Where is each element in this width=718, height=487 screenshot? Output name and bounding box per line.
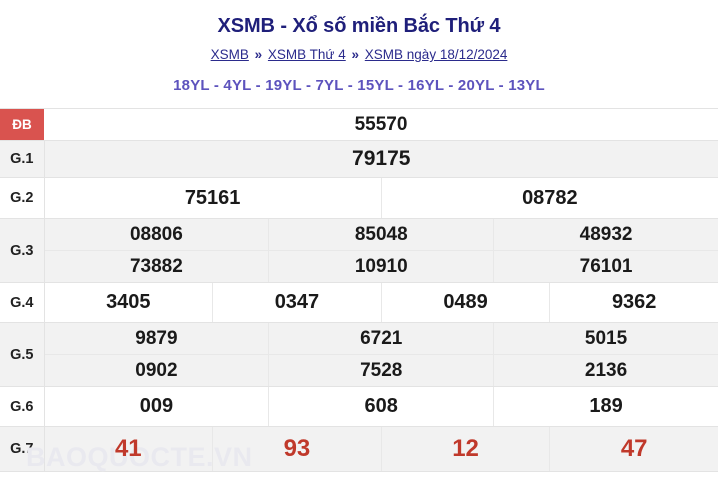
- prize-label-g2: G.2: [0, 177, 45, 219]
- prize-number: 9362: [611, 291, 657, 313]
- prize-values-g5: 9879 6721 5015 0902 7528 2136: [44, 323, 718, 387]
- prize-number: 55570: [354, 114, 408, 135]
- prize-value-line: 009 608 189: [45, 387, 718, 426]
- prize-label-g4: G.4: [0, 282, 45, 323]
- prize-number: 0902: [45, 355, 270, 386]
- prize-number: 189: [589, 395, 623, 417]
- prize-number: 08806: [45, 219, 270, 250]
- prize-number: 6721: [269, 323, 495, 354]
- page-title: XSMB - Xổ số miền Bắc Thứ 4: [217, 15, 501, 37]
- prize-number: 75161: [45, 178, 382, 218]
- breadcrumb-separator-2: »: [351, 47, 360, 62]
- prize-value-line: 9879 6721 5015: [45, 323, 718, 354]
- breadcrumb: XSMB » XSMB Thứ 4 » XSMB ngày 18/12/2024: [0, 46, 718, 64]
- prize-number: 76101: [579, 256, 633, 277]
- prize-number: 9879: [45, 323, 270, 354]
- prize-number: 73882: [45, 251, 270, 282]
- breadcrumb-item-xsmb[interactable]: XSMB: [210, 47, 249, 62]
- prize-values-g1: 79175: [44, 141, 718, 178]
- prize-values-g2: 75161 08782: [44, 178, 718, 219]
- prize-value-line: 08806 85048 48932: [45, 219, 718, 250]
- prize-number: 41: [45, 427, 214, 471]
- prize-label-g3: G.3: [0, 218, 45, 283]
- prize-label-b: ĐB: [0, 108, 44, 141]
- prize-number: 3405: [45, 283, 214, 322]
- prize-number: 12: [382, 427, 551, 471]
- prize-values-g6: 009 608 189: [44, 387, 718, 427]
- prize-number: 93: [213, 427, 382, 471]
- prize-label-g6: G.6: [0, 386, 45, 427]
- breadcrumb-item-xsmb-thu-4[interactable]: XSMB Thứ 4: [267, 47, 346, 62]
- prize-value-line: 41 93 12 47: [45, 427, 718, 471]
- prize-values-g7: 41 93 12 47: [44, 427, 718, 472]
- table-row: G.7 41 93 12 47: [0, 426, 718, 472]
- prize-value-line: 55570: [44, 109, 718, 140]
- page-header: XSMB - Xổ số miền Bắc Thứ 4 XSMB » XSMB …: [0, 0, 718, 96]
- table-row: G.4 3405 0347 0489 9362: [0, 282, 718, 323]
- prize-label-g1: G.1: [0, 140, 45, 178]
- prize-number: 48932: [579, 224, 633, 245]
- table-row: G.5 9879 6721 5015 0902 7528 2136: [0, 322, 718, 387]
- prize-value-line: 3405 0347 0489 9362: [45, 283, 718, 322]
- table-row: ĐB 55570: [0, 108, 718, 141]
- table-row: G.6 009 608 189: [0, 386, 718, 427]
- prize-number: 85048: [269, 219, 495, 250]
- table-row: G.3 08806 85048 48932 73882 10910 76101: [0, 218, 718, 283]
- prize-number: 08782: [522, 187, 578, 209]
- prize-number: 608: [269, 387, 495, 426]
- lottery-results-table: ĐB 55570 G.1 79175 G.2 75161 08782 G.3 08806 8504…: [0, 108, 718, 472]
- prize-number: 10910: [269, 251, 495, 282]
- table-row: G.1 79175: [0, 140, 718, 178]
- prize-number: 79175: [352, 147, 411, 170]
- prize-label-g7: G.7: [0, 426, 45, 472]
- prize-value-line: 0902 7528 2136: [44, 354, 718, 386]
- prize-number: 2136: [584, 360, 628, 381]
- prize-values-g4: 3405 0347 0489 9362: [44, 283, 718, 323]
- prize-number: 009: [45, 387, 270, 426]
- breadcrumb-separator-1: »: [254, 47, 263, 62]
- prize-number: 7528: [269, 355, 495, 386]
- prize-values-b: 55570: [44, 109, 718, 141]
- loto-summary: 18YL - 4YL - 19YL - 7YL - 15YL - 16YL - …: [173, 77, 545, 94]
- lottery-results-body: ĐB 55570 G.1 79175 G.2 75161 08782 G.3 08806 8504…: [0, 108, 718, 472]
- prize-value-line: 73882 10910 76101: [44, 250, 718, 282]
- prize-value-line: 75161 08782: [45, 178, 718, 218]
- prize-values-g3: 08806 85048 48932 73882 10910 76101: [44, 219, 718, 283]
- breadcrumb-item-xsmb-date[interactable]: XSMB ngày 18/12/2024: [364, 47, 508, 62]
- prize-value-line: 79175: [45, 141, 718, 177]
- prize-label-g5: G.5: [0, 322, 45, 387]
- prize-number: 0347: [213, 283, 382, 322]
- prize-number: 47: [620, 435, 648, 462]
- prize-number: 5015: [584, 328, 628, 349]
- prize-number: 0489: [382, 283, 551, 322]
- table-row: G.2 75161 08782: [0, 177, 718, 219]
